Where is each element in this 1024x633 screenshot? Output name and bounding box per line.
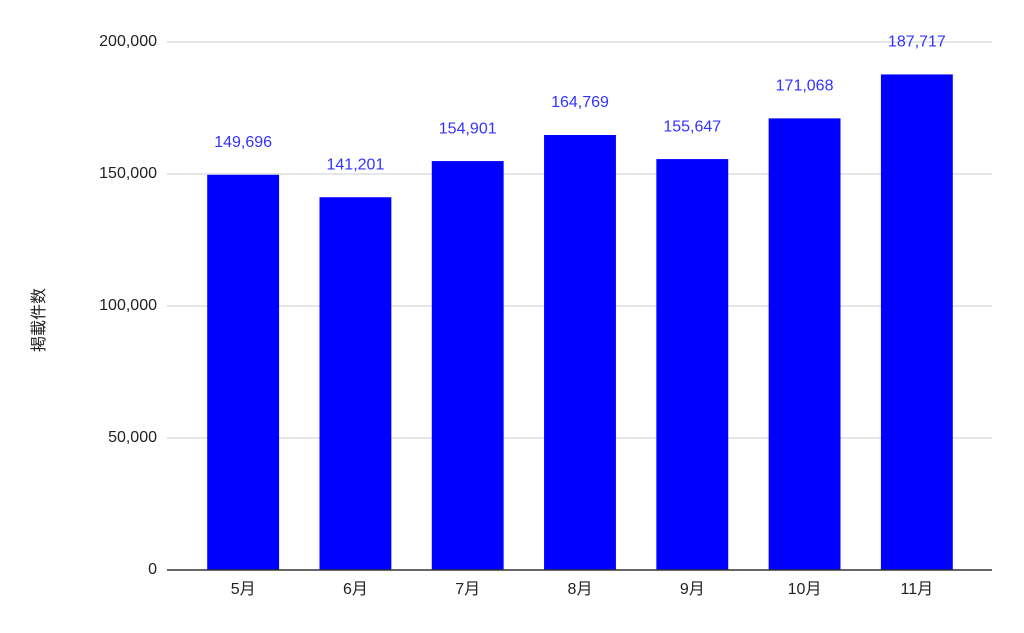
y-tick-label: 0 — [148, 561, 157, 578]
y-tick-label: 150,000 — [99, 165, 157, 182]
bar — [880, 74, 953, 570]
value-label: 171,068 — [776, 78, 834, 95]
y-tick-label: 200,000 — [99, 33, 157, 50]
x-tick-label: 11月 — [901, 581, 934, 598]
y-tick-label: 100,000 — [99, 297, 157, 314]
x-tick-label: 8月 — [568, 581, 593, 598]
bar — [768, 118, 841, 570]
bar — [207, 174, 280, 571]
bar — [656, 159, 729, 570]
x-tick-label: 5月 — [231, 581, 256, 598]
value-label: 187,717 — [888, 34, 946, 51]
y-tick-label: 50,000 — [108, 429, 157, 446]
x-tick-label: 9月 — [680, 581, 705, 598]
value-label: 164,769 — [551, 94, 609, 111]
bar — [544, 135, 616, 571]
value-label: 155,647 — [663, 118, 721, 135]
value-label: 154,901 — [439, 120, 497, 137]
x-tick-label: 7月 — [455, 581, 480, 598]
value-label: 149,696 — [214, 134, 272, 151]
bar — [431, 161, 504, 571]
y-axis-label: 掲載件数 — [30, 288, 48, 352]
x-tick-label: 10月 — [788, 581, 822, 598]
value-label: 141,201 — [327, 156, 385, 173]
bar — [319, 197, 392, 570]
x-tick-label: 6月 — [343, 581, 368, 598]
